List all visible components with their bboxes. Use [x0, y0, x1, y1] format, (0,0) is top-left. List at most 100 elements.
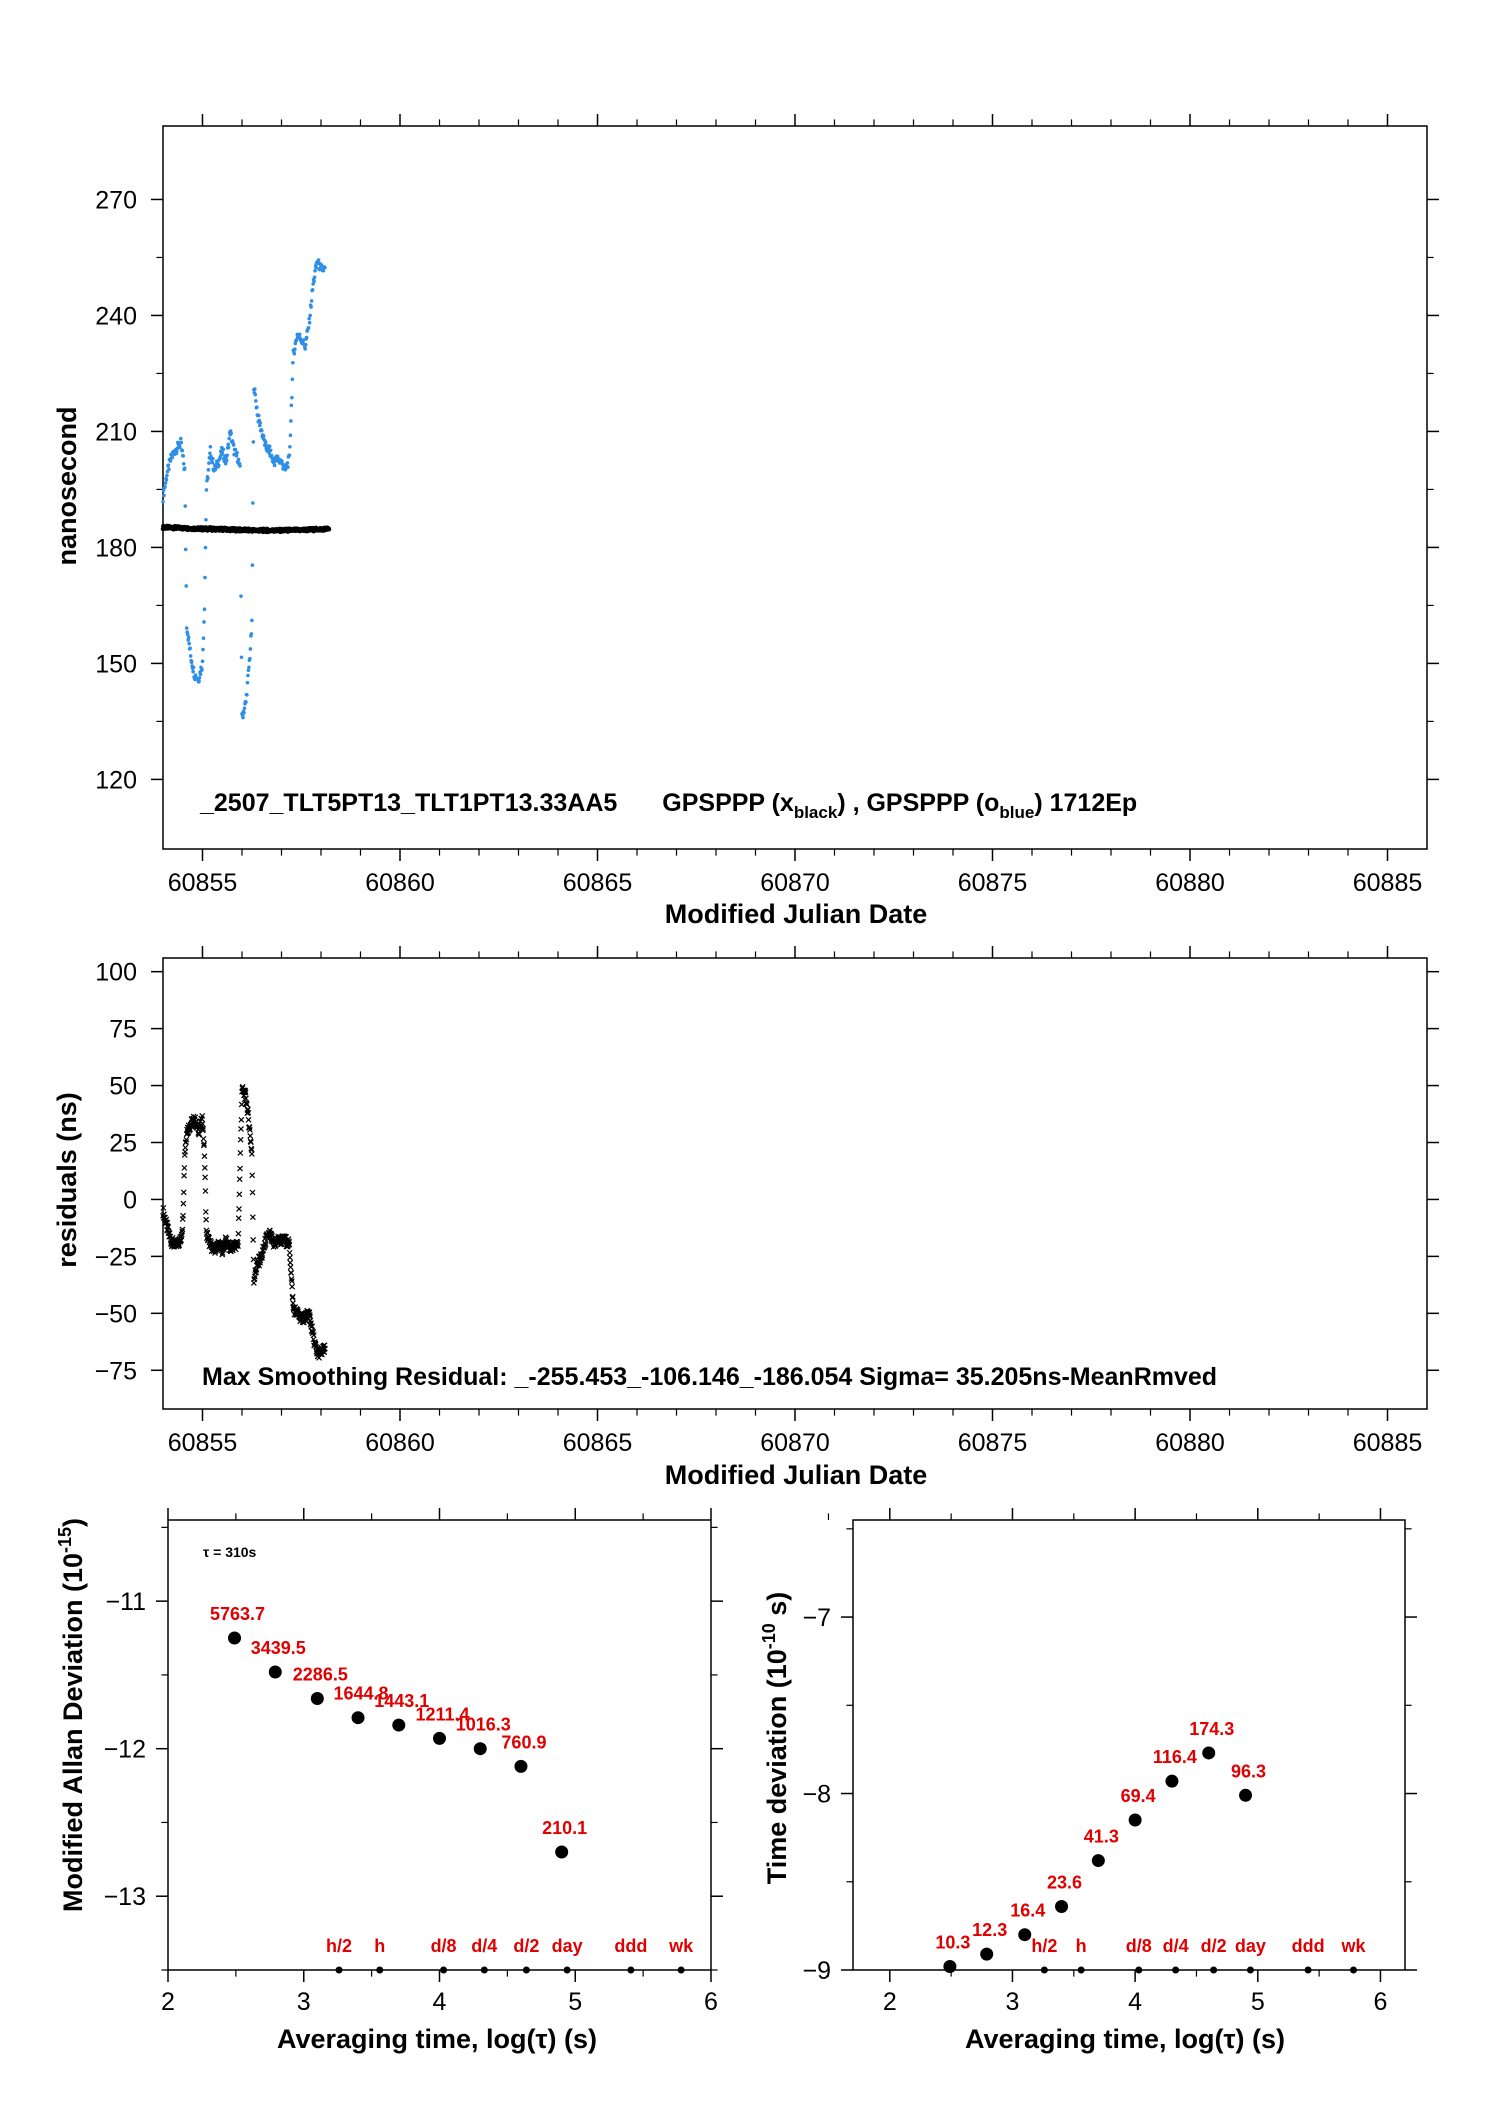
phase-blue-point — [202, 620, 206, 624]
residuals-point — [160, 1205, 167, 1211]
mdev-x-tick-label: 6 — [704, 1988, 718, 2016]
phase-blue-point — [211, 457, 215, 461]
mdev-point-label: 760.9 — [501, 1732, 546, 1752]
phase-blue-point — [231, 443, 236, 447]
residuals-y-tick-label: −50 — [95, 1300, 137, 1328]
phase-blue-point — [224, 458, 229, 463]
phase-blue-point — [204, 517, 208, 522]
residuals-point — [200, 1135, 207, 1142]
residuals-point — [246, 1126, 253, 1133]
tdev-point-label: 16.4 — [1010, 1901, 1045, 1921]
tdev-point-label: 10.3 — [935, 1932, 970, 1952]
phase-blue-point — [208, 444, 213, 449]
residuals-point — [303, 1318, 310, 1325]
residuals-point — [180, 1200, 187, 1207]
phase-blue-point — [272, 463, 277, 468]
mdev-marker-label: ddd — [614, 1936, 647, 1956]
phase-blue-point — [163, 481, 168, 485]
mdev-markers: h/2 h d/8 d/4 d/2 day ddd wk — [326, 1936, 694, 1974]
mdev-y-axis-title-sup: -15 — [55, 1527, 75, 1553]
residuals-point — [236, 1176, 243, 1183]
residuals-point — [178, 1233, 185, 1240]
tdev-marker-label: d/2 — [1201, 1936, 1227, 1956]
residuals-x-tick-label: 60870 — [760, 1429, 830, 1457]
tdev-point — [1239, 1788, 1253, 1802]
mdev-x-axis-title: Averaging time, log(τ) (s) — [277, 2024, 597, 2054]
phase-blue-point — [255, 405, 259, 410]
residuals-point — [287, 1264, 294, 1271]
phase-blue-point — [184, 626, 189, 630]
phase-x-tick-label: 60880 — [1155, 869, 1225, 897]
mdev-marker-label: h — [374, 1936, 385, 1956]
phase-blue-point — [223, 461, 228, 466]
residuals-y-axis-title: residuals (ns) — [52, 1092, 82, 1268]
residuals-point — [243, 1095, 249, 1102]
tdev-point-label: 12.3 — [972, 1920, 1007, 1940]
mdev-x-tick-label: 4 — [433, 1988, 447, 2016]
mdev-x-tick-labels: 2 3 4 5 6 — [161, 1988, 718, 2016]
mdev-marker-dot — [627, 1966, 635, 1974]
phase-blue-point — [229, 431, 233, 436]
residuals-point — [309, 1323, 316, 1330]
phase-blue-point — [162, 493, 166, 498]
tdev-marker-label: ddd — [1292, 1936, 1325, 1956]
mdev-point — [228, 1631, 242, 1645]
phase-blue-point — [198, 672, 203, 677]
residuals-point — [262, 1242, 269, 1249]
mdev-point — [473, 1742, 487, 1756]
phase-blue-point — [306, 326, 311, 330]
mdev-y-axis-title: Modified Allan Deviation (10-15) — [55, 1518, 88, 1912]
tdev-y-tick-labels: −7 −8 −9 — [802, 1604, 831, 1985]
phase-blue-point — [290, 377, 295, 382]
phase-black-series — [160, 523, 332, 535]
phase-blue-point — [166, 463, 171, 467]
mdev-x-tick-label: 5 — [568, 1988, 582, 2016]
tdev-y-tick-label: −9 — [802, 1957, 831, 1985]
residuals-point — [165, 1224, 172, 1230]
phase-blue-point — [303, 342, 308, 347]
tdev-point — [1128, 1813, 1142, 1827]
residuals-point — [249, 1189, 256, 1196]
phase-blue-point — [226, 442, 230, 447]
mdev-y-tick-label: −11 — [105, 1588, 146, 1616]
residuals-point — [259, 1252, 266, 1259]
phase-blue-point — [181, 461, 186, 466]
residuals-y-tick-label: −25 — [95, 1243, 137, 1271]
phase-blue-point — [258, 421, 263, 425]
phase-blue-point — [201, 636, 206, 641]
residuals-point — [235, 1243, 241, 1249]
residuals-point — [182, 1144, 189, 1151]
phase-blue-point — [291, 360, 295, 365]
phase-blue-point — [308, 313, 312, 318]
residuals-point — [249, 1214, 256, 1221]
residuals-point — [288, 1269, 295, 1276]
residuals-point — [235, 1215, 242, 1222]
residuals-point — [235, 1230, 242, 1237]
mdev-point — [351, 1711, 365, 1725]
phase-blue-point — [165, 473, 169, 478]
residuals-point — [268, 1231, 275, 1238]
phase-x-tick-label: 60860 — [365, 869, 435, 897]
phase-blue-point — [263, 440, 268, 445]
tdev-point — [1165, 1774, 1179, 1788]
residuals-point — [242, 1089, 249, 1096]
tdev-marker-label: h — [1076, 1936, 1087, 1956]
mdev-point — [555, 1845, 569, 1859]
tdev-x-tick-label: 3 — [1006, 1988, 1020, 2016]
residuals-point — [223, 1235, 230, 1242]
tdev-y-axis-title-sup: -10 — [759, 1623, 779, 1649]
mdev-y-tick-label: −12 — [104, 1736, 146, 1764]
phase-blue-point — [200, 659, 205, 664]
residuals-point — [247, 1132, 254, 1139]
phase-x-tick-label: 60885 — [1353, 869, 1423, 897]
mdev-point-label: 1644.8 — [334, 1684, 389, 1704]
mdev-marker-dot — [480, 1966, 488, 1974]
residuals-point — [199, 1120, 206, 1127]
phase-blue-point — [253, 387, 257, 391]
residuals-point — [192, 1114, 199, 1121]
phase-blue-point — [321, 268, 326, 273]
residuals-point — [202, 1208, 209, 1215]
mdev-marker-dot — [440, 1966, 448, 1974]
phase-blue-point — [290, 395, 294, 400]
